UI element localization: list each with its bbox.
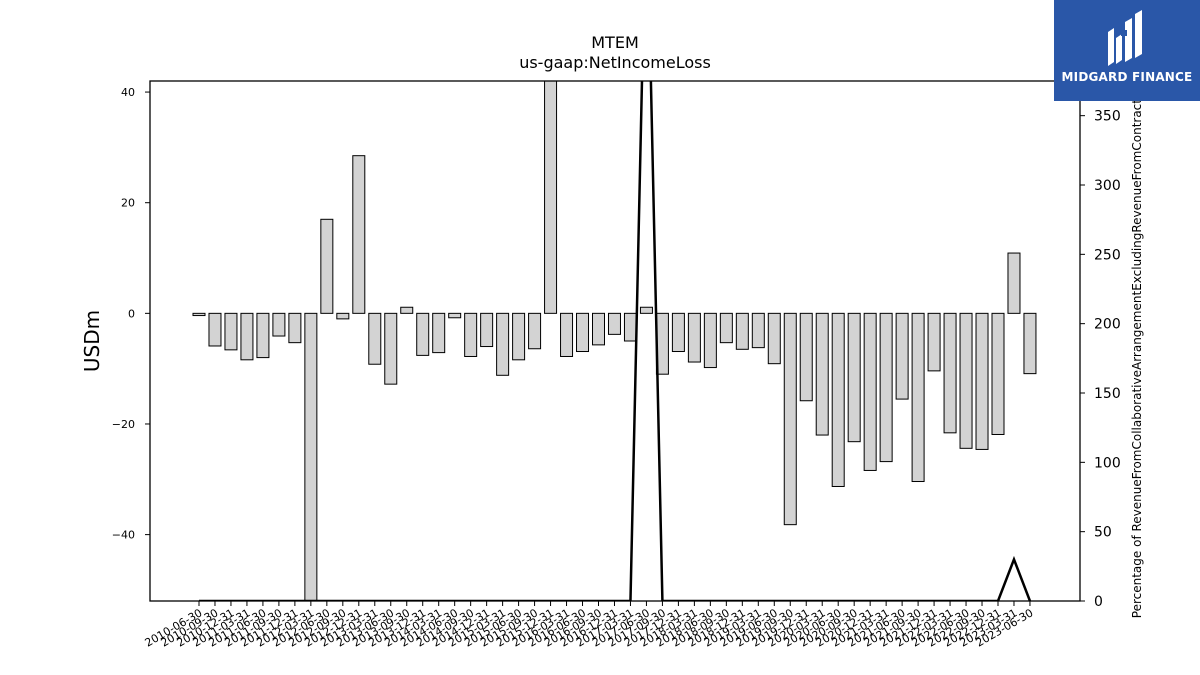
bar: [368, 312, 382, 365]
chart-subtitle: us-gaap:NetIncomeLoss: [519, 53, 711, 72]
y-tick-label: 0: [128, 307, 135, 320]
bar: [336, 312, 350, 320]
bar: [927, 312, 941, 372]
y-right-tick-label: 100: [1094, 455, 1121, 471]
bar: [975, 312, 989, 450]
bar: [496, 312, 510, 376]
bar: [959, 312, 973, 449]
y-right-tick-label: 50: [1094, 525, 1112, 541]
bar: [863, 312, 877, 471]
bar-series: [192, 81, 1037, 601]
y-tick-label: −20: [112, 418, 135, 431]
x-axis-ticks: 2010-06-302010-09-302010-12-312011-03-31…: [143, 601, 1035, 650]
brand-logo: MIDGARD FINANCE: [1054, 0, 1200, 101]
bar: [352, 155, 366, 314]
y-right-tick-label: 250: [1094, 247, 1121, 263]
bar: [847, 312, 861, 443]
bar: [208, 312, 222, 347]
bar: [592, 312, 605, 346]
right-axis-ticks: 0 50 100 150 200 250 300 350: [1080, 109, 1121, 610]
bar: [512, 312, 526, 361]
bar: [240, 312, 254, 361]
bar: [735, 312, 749, 350]
bar: [384, 312, 398, 385]
y-axis-label-right: Percentage of RevenueFromCollaborativeAr…: [1130, 72, 1144, 618]
bar: [783, 312, 797, 526]
bar: [943, 312, 957, 434]
y-tick-label: −40: [112, 529, 135, 542]
y-tick-label: 20: [121, 197, 135, 210]
bar: [416, 312, 430, 356]
bar: [576, 312, 590, 353]
chart-title: MTEM: [591, 33, 639, 52]
midgard-logo-icon: [1108, 10, 1142, 66]
bar: [639, 306, 653, 314]
bar: [815, 312, 829, 436]
bar: [432, 312, 446, 354]
y-right-tick-label: 200: [1094, 317, 1121, 333]
bar: [320, 218, 334, 314]
y-axis-label-left: USDm: [80, 310, 104, 372]
bar: [623, 312, 637, 342]
bar: [831, 312, 845, 487]
bar: [767, 312, 781, 365]
bar: [991, 312, 1005, 435]
left-axis-ticks: −40 −20 0 20 40: [112, 86, 150, 542]
bar: [192, 312, 206, 317]
bar: [799, 312, 813, 402]
bar: [528, 312, 542, 350]
bar: [256, 312, 270, 359]
bar: [879, 312, 893, 463]
plot-frame: [149, 80, 1081, 602]
bar: [751, 312, 765, 349]
bar: [272, 312, 286, 337]
bar: [560, 312, 574, 357]
bar: [544, 81, 558, 314]
brand-name: MIDGARD FINANCE: [1061, 70, 1193, 84]
bar: [895, 312, 909, 400]
y-right-tick-label: 150: [1094, 386, 1121, 402]
bar: [719, 312, 733, 344]
bar: [464, 312, 478, 357]
bar: [607, 312, 621, 335]
bar: [703, 312, 717, 369]
bar: [480, 312, 494, 348]
bar: [911, 312, 925, 483]
bar: [288, 312, 302, 344]
y-right-tick-label: 350: [1094, 109, 1121, 125]
bar: [400, 306, 414, 314]
bar: [304, 312, 318, 601]
bar: [224, 312, 238, 351]
bar: [671, 312, 685, 353]
y-tick-label: 40: [121, 86, 135, 99]
bar: [448, 312, 462, 319]
bar: [1023, 312, 1037, 375]
bar: [1007, 252, 1021, 314]
y-right-tick-label: 300: [1094, 178, 1121, 194]
bar: [687, 312, 701, 363]
y-right-tick-label: 0: [1094, 594, 1103, 610]
